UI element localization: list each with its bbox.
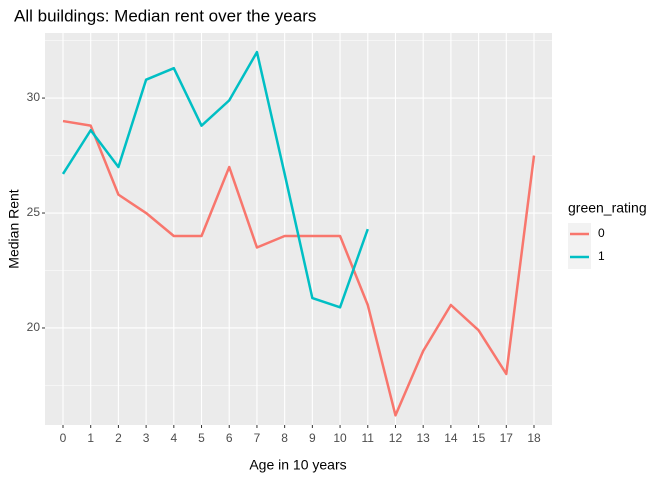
y-axis-title: Median Rent bbox=[6, 189, 22, 268]
y-tick-label: 25 bbox=[27, 205, 41, 219]
x-tick-label: 14 bbox=[444, 431, 458, 445]
x-tick-label: 8 bbox=[281, 431, 288, 445]
legend-title: green_rating bbox=[568, 200, 647, 216]
x-tick-label: 9 bbox=[309, 431, 316, 445]
legend-label: 1 bbox=[598, 249, 605, 263]
legend-label: 0 bbox=[598, 226, 605, 240]
chart-title: All buildings: Median rent over the year… bbox=[14, 6, 316, 25]
x-tick-label: 4 bbox=[170, 431, 177, 445]
x-tick-label: 15 bbox=[472, 431, 486, 445]
x-tick-label: 17 bbox=[500, 431, 514, 445]
x-axis-title: Age in 10 years bbox=[249, 457, 346, 473]
x-tick-label: 12 bbox=[389, 431, 403, 445]
x-tick-label: 13 bbox=[416, 431, 430, 445]
y-tick-label: 30 bbox=[27, 90, 41, 104]
x-tick-label: 10 bbox=[333, 431, 347, 445]
y-tick-label: 20 bbox=[27, 320, 41, 334]
x-tick-label: 6 bbox=[226, 431, 233, 445]
x-tick-label: 1 bbox=[87, 431, 94, 445]
line bbox=[61, 50, 369, 309]
x-tick-label: 2 bbox=[115, 431, 122, 445]
x-tick-label: 11 bbox=[362, 431, 375, 445]
panel bbox=[45, 33, 552, 425]
x-tick-label: 7 bbox=[254, 431, 261, 445]
x-tick-label: 5 bbox=[198, 431, 205, 445]
x-tick-label: 3 bbox=[143, 431, 150, 445]
x-tick-label: 18 bbox=[527, 431, 541, 445]
x-tick-label: 0 bbox=[60, 431, 67, 445]
